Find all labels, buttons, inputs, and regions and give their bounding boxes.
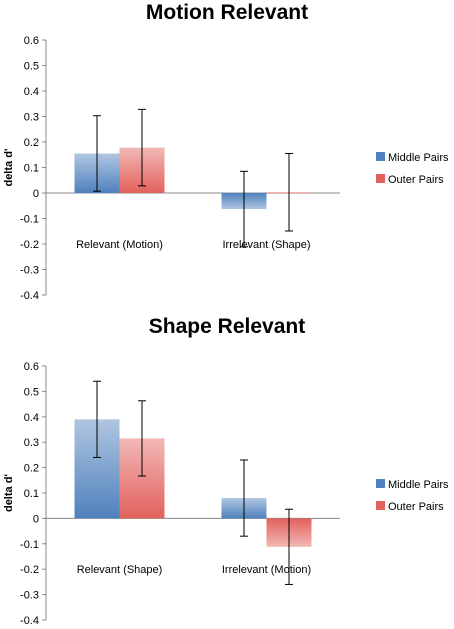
y-tick-label: 0.4 xyxy=(24,86,39,98)
category-label: Relevant (Shape) xyxy=(77,564,163,576)
y-tick-label: 0 xyxy=(33,513,39,525)
chart-title: Shape Relevant xyxy=(148,315,306,338)
y-tick-label: -0.1 xyxy=(20,214,39,226)
y-tick-label: 0.5 xyxy=(24,386,39,398)
y-tick-label: -0.3 xyxy=(20,590,39,602)
category-label: Relevant (Motion) xyxy=(76,239,163,251)
y-tick-label: 0.3 xyxy=(24,437,39,449)
legend-swatch xyxy=(376,501,385,510)
y-tick-label: -0.2 xyxy=(20,239,39,251)
y-tick-label: 0.4 xyxy=(24,412,39,424)
legend-label: Outer Pairs xyxy=(388,174,444,186)
legend-label: Outer Pairs xyxy=(388,501,444,513)
y-tick-label: 0.2 xyxy=(24,137,39,149)
legend-label: Middle Pairs xyxy=(388,152,449,164)
chart-svg: 0.6 0.5 0.4 0.3 0.2 0.1 0 -0.1 -0.2 -0.3 -0.4 delta… xyxy=(3,361,449,627)
y-tick-label: -0.1 xyxy=(20,539,39,551)
chart-motion-relevant: Motion Relevant 0.6 0.5 0.4 0.3 0.2 0.1 0 -0.1 -… xyxy=(0,0,454,314)
y-tick-label: 0.2 xyxy=(24,463,39,475)
y-tick-label: 0.1 xyxy=(24,488,39,500)
legend-swatch xyxy=(376,174,385,183)
legend-swatch xyxy=(376,152,385,161)
chart-svg: 0.6 0.5 0.4 0.3 0.2 0.1 0 -0.1 -0.2 -0.3 -0.4 delta… xyxy=(3,35,449,302)
legend-swatch xyxy=(376,479,385,488)
chart-title: Motion Relevant xyxy=(145,1,309,24)
y-tick-label: -0.3 xyxy=(20,265,39,277)
y-tick-label: -0.2 xyxy=(20,564,39,576)
y-tick-label: 0.6 xyxy=(24,361,39,373)
y-tick-label: -0.4 xyxy=(20,615,39,627)
y-tick-label: 0 xyxy=(33,188,39,200)
category-label: Irrelevant (Shape) xyxy=(222,239,310,251)
y-axis-label: delta d' xyxy=(3,474,15,512)
y-tick-label: 0.6 xyxy=(24,35,39,47)
category-label: Irrelevant (Motion) xyxy=(222,564,311,576)
chart-shape-relevant: Shape Relevant 0.6 0.5 0.4 0.3 0.2 0.1 0 -0.1 -0… xyxy=(0,314,454,629)
y-tick-label: 0.5 xyxy=(24,61,39,73)
legend-label: Middle Pairs xyxy=(388,479,449,491)
y-tick-label: -0.4 xyxy=(20,290,39,302)
y-tick-label: 0.1 xyxy=(24,163,39,175)
y-axis-label: delta d' xyxy=(3,148,15,186)
y-tick-label: 0.3 xyxy=(24,112,39,124)
